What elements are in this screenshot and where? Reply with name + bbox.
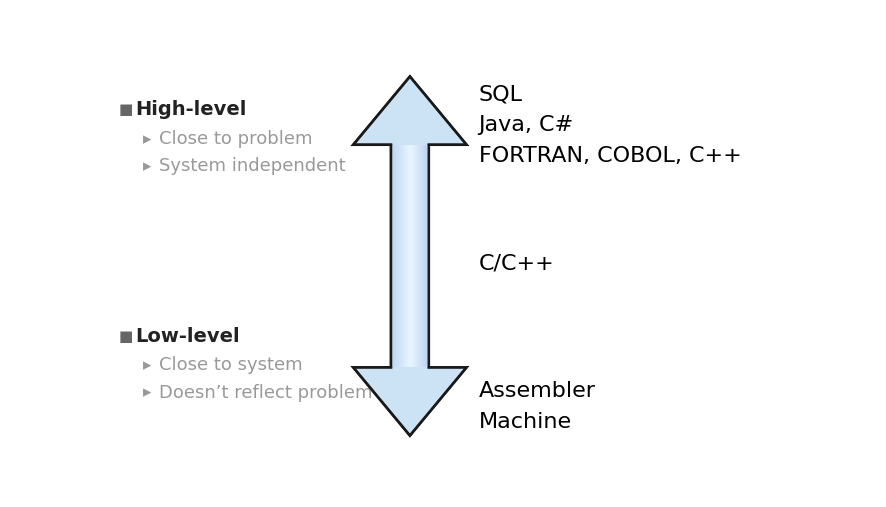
Text: ▸: ▸ bbox=[143, 384, 152, 402]
Text: Doesn’t reflect problem: Doesn’t reflect problem bbox=[159, 384, 372, 402]
Bar bbox=[397, 145, 399, 367]
Bar bbox=[418, 145, 420, 367]
Bar bbox=[414, 145, 415, 367]
Bar bbox=[421, 145, 423, 367]
Bar bbox=[409, 145, 411, 367]
Text: ▸: ▸ bbox=[143, 130, 152, 148]
Bar bbox=[420, 145, 422, 367]
Text: SQL: SQL bbox=[478, 84, 522, 104]
Bar bbox=[411, 145, 413, 367]
Bar bbox=[425, 145, 426, 367]
Bar bbox=[419, 145, 421, 367]
Bar bbox=[395, 145, 397, 367]
Bar bbox=[402, 145, 404, 367]
Bar bbox=[415, 145, 416, 367]
Bar bbox=[391, 145, 392, 367]
Text: ▸: ▸ bbox=[143, 157, 152, 175]
Text: ▸: ▸ bbox=[143, 356, 152, 374]
Bar bbox=[408, 145, 409, 367]
Text: ■: ■ bbox=[119, 102, 134, 117]
Bar bbox=[416, 145, 417, 367]
Bar bbox=[417, 145, 419, 367]
Bar bbox=[396, 145, 398, 367]
Bar bbox=[391, 145, 392, 367]
Text: C/C++: C/C++ bbox=[478, 254, 554, 274]
Bar bbox=[423, 145, 424, 367]
Bar bbox=[422, 145, 424, 367]
Bar bbox=[406, 145, 408, 367]
Text: High-level: High-level bbox=[135, 100, 246, 119]
Bar bbox=[405, 145, 407, 367]
Bar bbox=[400, 145, 401, 367]
Polygon shape bbox=[353, 77, 466, 436]
Text: Java, C#: Java, C# bbox=[478, 115, 573, 135]
Bar bbox=[410, 145, 412, 367]
Bar bbox=[412, 145, 414, 367]
Text: Machine: Machine bbox=[478, 412, 571, 432]
Bar bbox=[427, 145, 428, 367]
Bar bbox=[400, 145, 402, 367]
Text: Close to system: Close to system bbox=[159, 356, 302, 374]
Text: Close to problem: Close to problem bbox=[159, 130, 312, 148]
Bar bbox=[398, 145, 400, 367]
Text: Assembler: Assembler bbox=[478, 381, 595, 401]
Bar bbox=[407, 145, 408, 367]
Text: FORTRAN, COBOL, C++: FORTRAN, COBOL, C++ bbox=[478, 147, 741, 166]
Bar bbox=[401, 145, 403, 367]
Text: System independent: System independent bbox=[159, 157, 346, 175]
Text: ■: ■ bbox=[119, 329, 134, 344]
Bar bbox=[408, 145, 410, 367]
Text: Low-level: Low-level bbox=[135, 327, 239, 346]
Bar bbox=[426, 145, 428, 367]
Bar bbox=[399, 145, 400, 367]
Bar bbox=[404, 145, 405, 367]
Bar bbox=[416, 145, 418, 367]
Bar bbox=[393, 145, 394, 367]
Bar bbox=[394, 145, 395, 367]
Bar bbox=[392, 145, 393, 367]
Bar bbox=[424, 145, 425, 367]
